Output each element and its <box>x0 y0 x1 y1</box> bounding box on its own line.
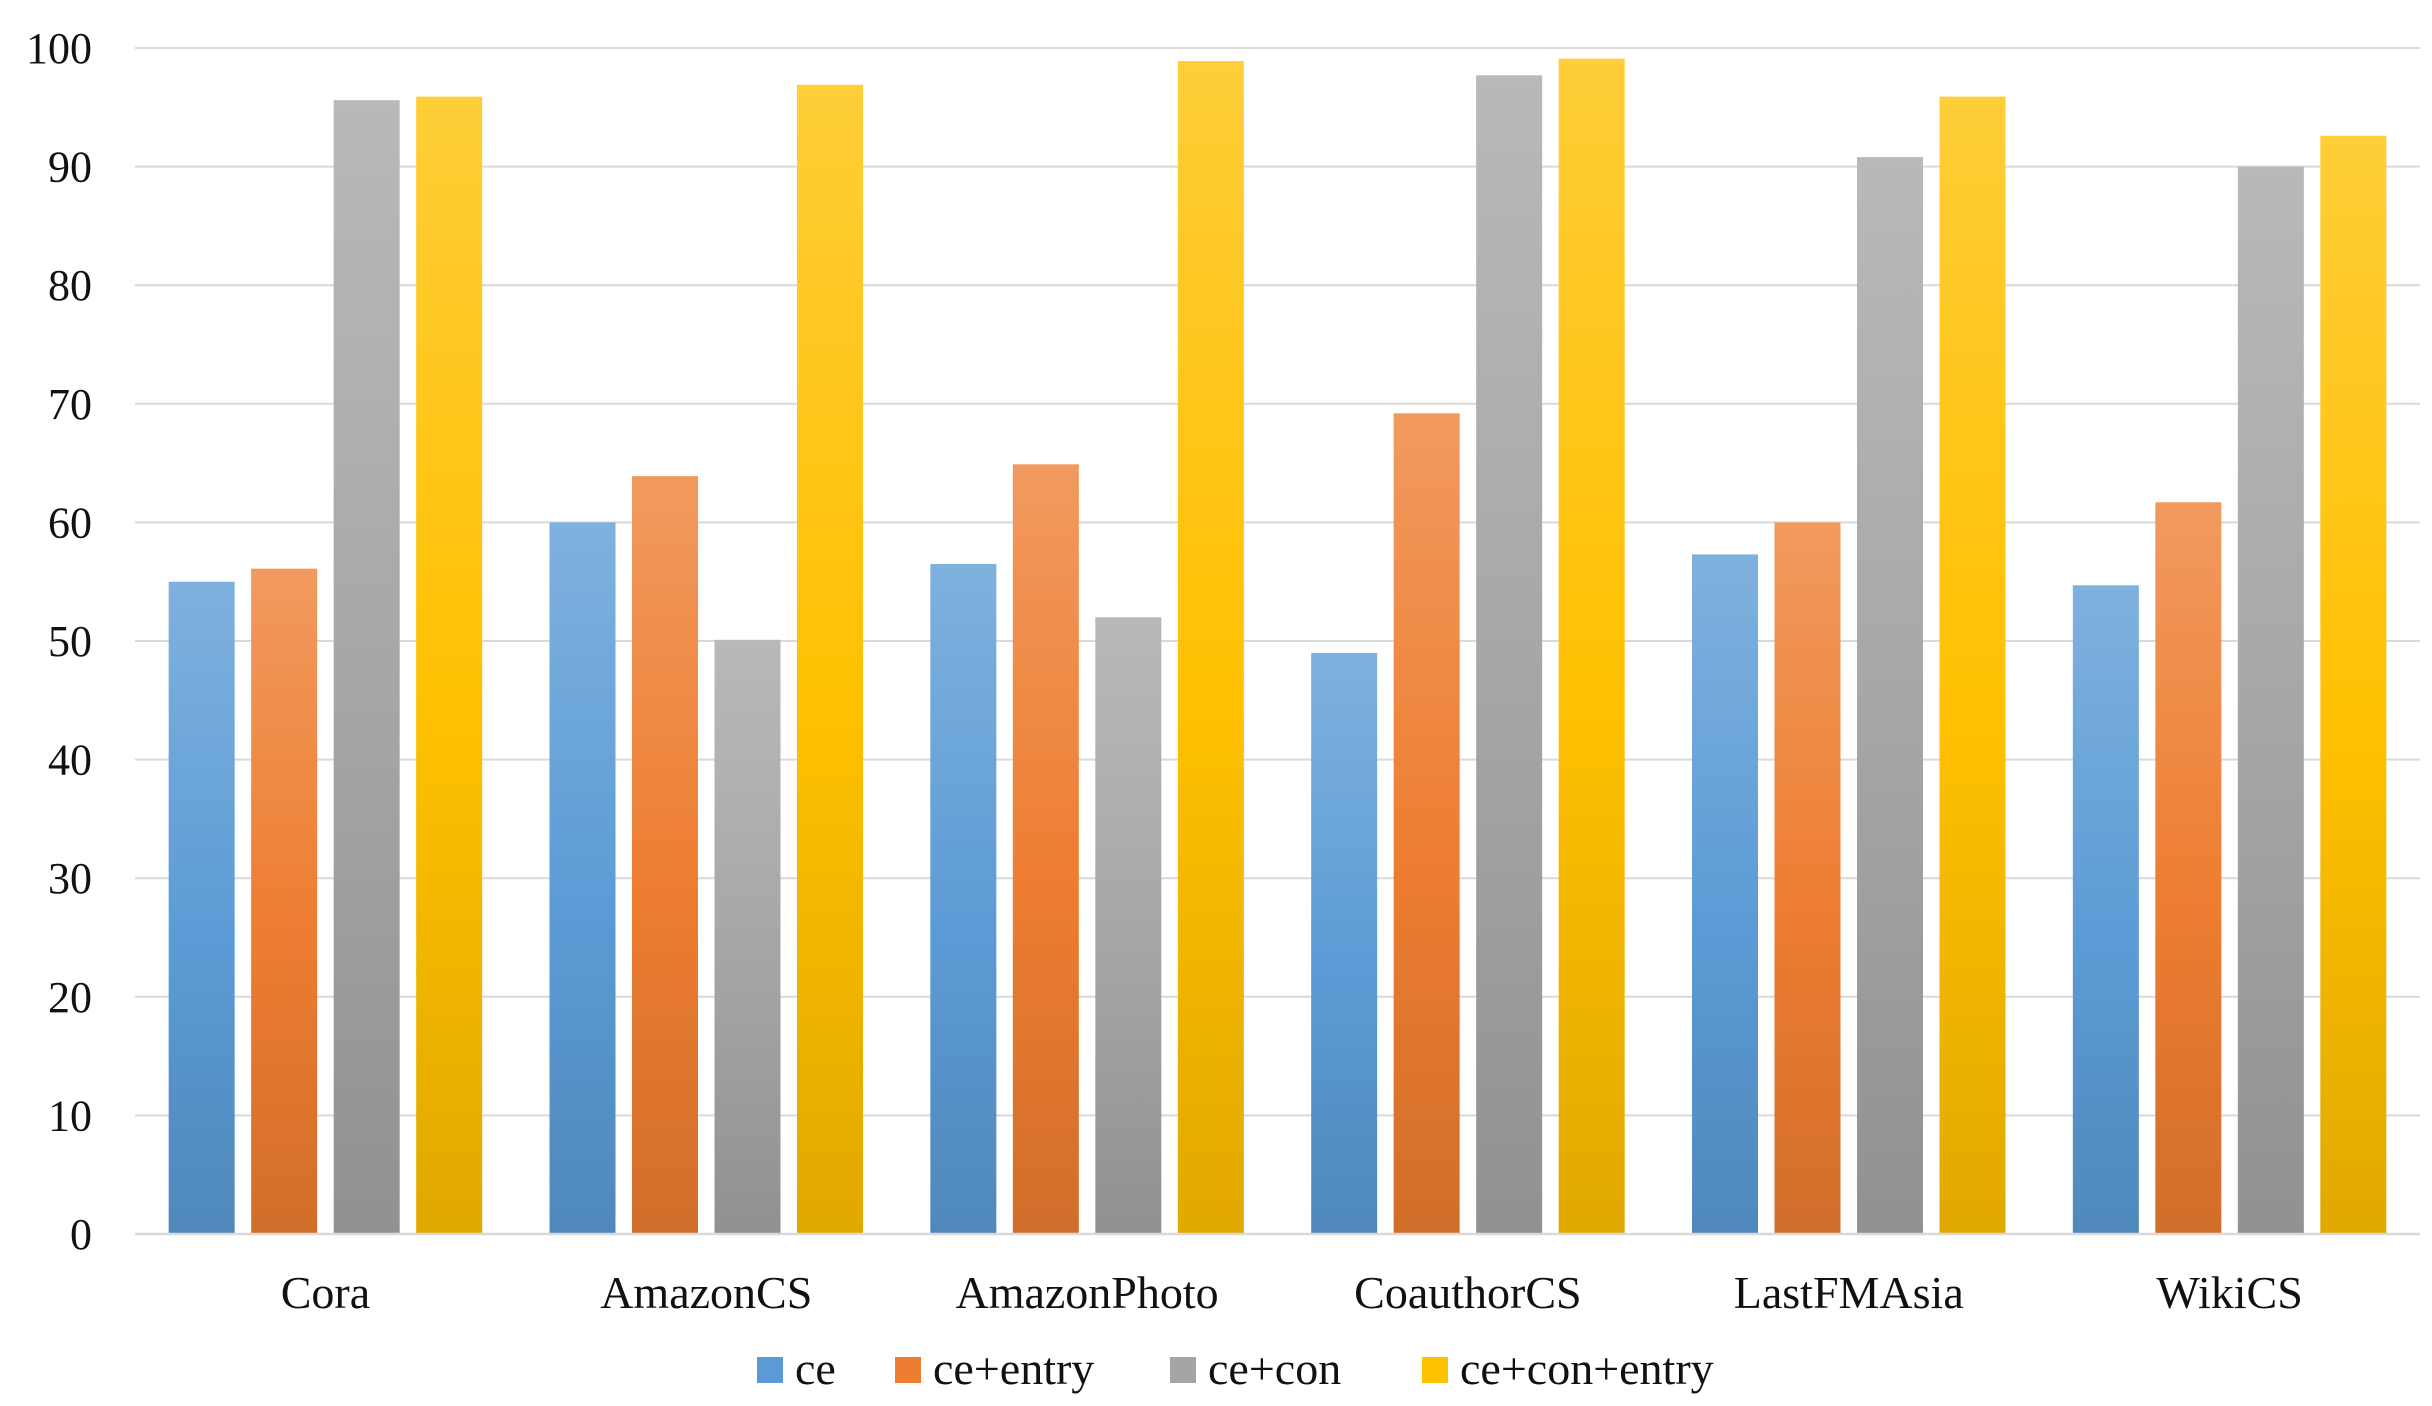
bar-coauthorcs-ce-con <box>1476 75 1543 1235</box>
bar-lastfmasia-ce-entry <box>1774 522 1841 1234</box>
bar-lastfmasia-ce-con <box>1857 157 1923 1234</box>
y-tick-label: 20 <box>48 973 92 1022</box>
x-tick-label: LastFMAsia <box>1734 1267 1964 1318</box>
y-tick-label: 50 <box>48 617 92 666</box>
bar-cora-ce-entry <box>251 568 318 1234</box>
bar-lastfmasia-ce-con-entry <box>1939 96 2006 1235</box>
bar-amazoncs-ce-con <box>714 639 781 1234</box>
bar-wikics-ce-con-entry <box>2320 135 2387 1234</box>
bar-amazonphoto-ce-con <box>1095 617 1162 1234</box>
legend-label: ce+con <box>1208 1343 1341 1394</box>
bar-cora-ce-con-entry <box>416 96 483 1235</box>
bar-wikics-ce-con <box>2237 166 2304 1235</box>
x-tick-label: CoauthorCS <box>1354 1267 1581 1318</box>
y-tick-label: 100 <box>26 24 92 73</box>
bar-coauthorcs-ce <box>1311 652 1378 1234</box>
legend-swatch <box>1170 1357 1196 1383</box>
bars <box>168 58 2387 1235</box>
bar-cora-ce <box>168 581 235 1234</box>
bar-amazonphoto-ce-con-entry <box>1177 61 1244 1234</box>
bar-lastfmasia-ce <box>1692 554 1758 1234</box>
legend: ce ce+entry ce+con ce+con+entry <box>757 1343 1714 1394</box>
bar-coauthorcs-ce-con-entry <box>1558 58 1625 1235</box>
y-tick-label: 80 <box>48 261 92 310</box>
legend-swatch <box>1422 1357 1448 1383</box>
bar-wikics-ce <box>2072 585 2139 1234</box>
y-tick-label: 30 <box>48 854 92 903</box>
bar-amazoncs-ce-entry <box>632 476 698 1234</box>
bar-amazoncs-ce-con-entry <box>797 84 863 1235</box>
bar-wikics-ce-entry <box>2155 502 2222 1234</box>
gridlines <box>135 47 2420 1117</box>
legend-label: ce <box>795 1343 836 1394</box>
x-tick-label: WikiCS <box>2156 1267 2302 1318</box>
y-axis-ticks: 0 10 20 30 40 50 60 70 80 90 100 <box>26 24 92 1259</box>
y-tick-label: 60 <box>48 498 92 547</box>
bar-amazonphoto-ce <box>930 563 997 1234</box>
y-tick-label: 0 <box>70 1210 92 1259</box>
y-tick-label: 10 <box>48 1091 92 1140</box>
legend-swatch <box>895 1357 921 1383</box>
bar-cora-ce-con <box>333 100 400 1235</box>
x-axis: Cora AmazonCS AmazonPhoto CoauthorCS LastFMA… <box>135 1232 2420 1318</box>
x-tick-label: Cora <box>281 1267 370 1318</box>
bar-coauthorcs-ce-entry <box>1393 413 1460 1235</box>
bar-amazonphoto-ce-entry <box>1012 464 1079 1234</box>
y-tick-label: 40 <box>48 736 92 785</box>
legend-label: ce+entry <box>933 1343 1094 1394</box>
y-tick-label: 70 <box>48 380 92 429</box>
x-tick-label: AmazonPhoto <box>955 1267 1218 1318</box>
x-tick-label: AmazonCS <box>600 1267 812 1318</box>
legend-swatch <box>757 1357 783 1383</box>
y-tick-label: 90 <box>48 143 92 192</box>
legend-label: ce+con+entry <box>1460 1343 1714 1394</box>
bar-amazoncs-ce <box>549 522 616 1234</box>
